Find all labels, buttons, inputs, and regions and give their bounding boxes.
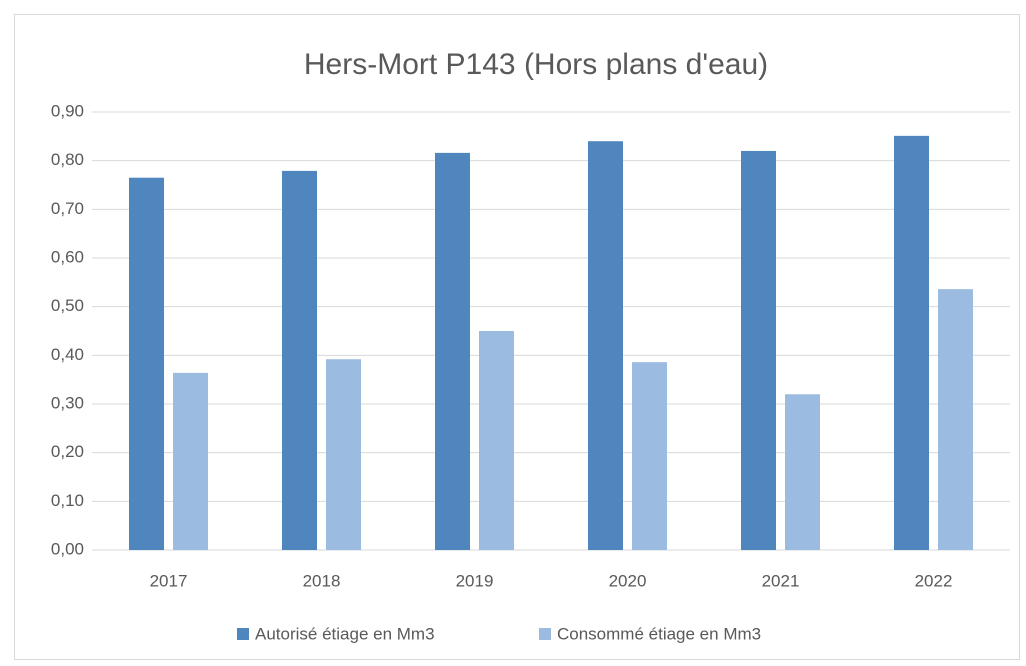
legend-swatch [237,628,249,640]
x-tick-label: 2019 [456,571,494,590]
y-tick-label: 0,30 [51,393,84,412]
x-tick-label: 2021 [762,571,800,590]
legend-swatch [539,628,551,640]
y-tick-label: 0,60 [51,247,84,266]
y-tick-label: 0,80 [51,150,84,169]
bar [435,152,470,550]
chart-frame [14,14,1020,660]
x-tick-label: 2018 [303,571,341,590]
x-tick-label: 2017 [150,571,188,590]
bar [173,372,208,550]
bar [326,359,361,550]
legend-label: Consommé étiage en Mm3 [557,624,761,643]
bar [282,170,317,551]
bar [894,135,929,550]
legend-label: Autorisé étiage en Mm3 [255,624,435,643]
bar [129,177,164,550]
y-tick-label: 0,90 [51,101,84,120]
y-tick-label: 0,00 [51,539,84,558]
x-tick-label: 2022 [915,571,953,590]
x-tick-label: 2020 [609,571,647,590]
bar [588,141,623,550]
bar [938,289,973,550]
bar [741,150,776,550]
bar [785,394,820,550]
y-tick-label: 0,10 [51,491,84,510]
y-tick-label: 0,20 [51,442,84,461]
bar [479,331,514,550]
y-tick-label: 0,40 [51,345,84,364]
y-tick-label: 0,70 [51,199,84,218]
bar [632,362,667,550]
chart-title: Hers-Mort P143 (Hors plans d'eau) [304,48,768,81]
y-tick-label: 0,50 [51,296,84,315]
